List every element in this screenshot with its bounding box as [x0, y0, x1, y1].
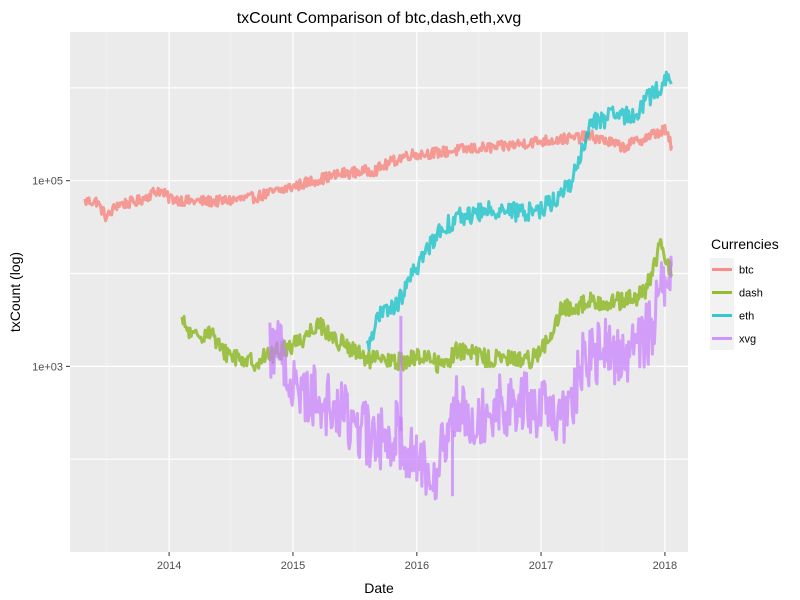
x-tick-label: 2016 [405, 560, 429, 572]
legend: Currencies btc dash eth xvg [710, 236, 779, 350]
series-line-btc [83, 123, 673, 223]
series-line-dash [180, 238, 673, 374]
legend-title: Currencies [711, 236, 779, 252]
plot-panel [70, 32, 688, 552]
grid-minor [106, 32, 604, 552]
y-tick-label: 1e+03 [32, 361, 63, 373]
series-line-xvg [268, 255, 673, 501]
series-line-eth [365, 70, 673, 352]
chart-title: txCount Comparison of btc,dash,eth,xvg [237, 10, 522, 27]
y-axis-ticks: 1e+03 1e+05 [32, 176, 70, 373]
legend-label-dash: dash [739, 288, 763, 300]
y-tick-label: 1e+05 [32, 176, 63, 188]
legend-label-eth: eth [739, 311, 754, 323]
series-layer [83, 70, 673, 501]
y-axis-title: txCount (log) [7, 252, 23, 332]
legend-label-xvg: xvg [739, 334, 756, 346]
x-tick-label: 2017 [529, 560, 553, 572]
x-tick-label: 2018 [653, 560, 677, 572]
x-axis-title: Date [364, 580, 394, 596]
x-axis-ticks: 2014 2015 2016 2017 2018 [157, 552, 677, 572]
x-tick-label: 2014 [157, 560, 181, 572]
x-tick-label: 2015 [281, 560, 305, 572]
legend-label-btc: btc [739, 265, 754, 277]
